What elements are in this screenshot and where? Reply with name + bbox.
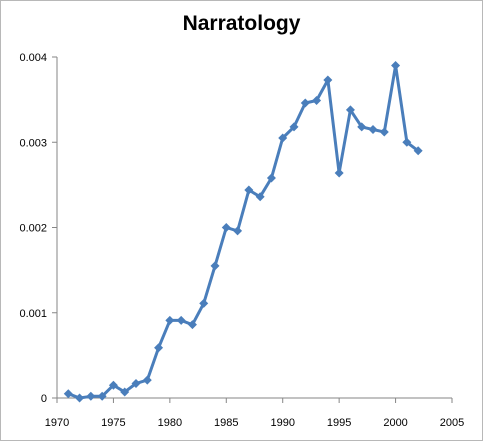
data-point-marker bbox=[368, 124, 378, 134]
x-tick-label: 2005 bbox=[440, 417, 464, 429]
x-tick-label: 2000 bbox=[383, 417, 407, 429]
data-point-marker bbox=[233, 226, 243, 236]
data-point-marker bbox=[221, 223, 231, 232]
x-tick-label: 1995 bbox=[327, 417, 351, 429]
data-point-marker bbox=[108, 380, 118, 390]
y-tick-label: 0.002 bbox=[19, 223, 47, 235]
data-point-marker bbox=[300, 98, 310, 108]
data-point-marker bbox=[323, 75, 333, 85]
data-point-marker bbox=[334, 168, 344, 178]
data-point-marker bbox=[75, 393, 85, 403]
data-point-marker bbox=[165, 315, 175, 325]
data-point-marker bbox=[63, 389, 73, 399]
chart-title: Narratology bbox=[182, 12, 301, 35]
data-point-marker bbox=[379, 127, 389, 137]
data-point-marker bbox=[142, 375, 152, 385]
data-point-marker bbox=[312, 95, 322, 105]
y-tick-label: 0.004 bbox=[19, 52, 47, 64]
data-point-marker bbox=[255, 192, 265, 202]
x-tick-label: 1970 bbox=[45, 417, 69, 429]
data-point-marker bbox=[289, 122, 299, 132]
y-tick-label: 0.001 bbox=[19, 308, 47, 320]
data-point-marker bbox=[244, 185, 254, 195]
data-point-marker bbox=[187, 320, 197, 330]
y-tick-label: 0.003 bbox=[19, 137, 47, 149]
data-point-marker bbox=[278, 133, 288, 143]
data-point-marker bbox=[391, 61, 401, 71]
data-point-marker bbox=[199, 298, 209, 308]
data-point-marker bbox=[210, 261, 220, 271]
x-tick-label: 1985 bbox=[214, 417, 238, 429]
x-tick-label: 1990 bbox=[270, 417, 294, 429]
data-point-marker bbox=[266, 173, 276, 183]
data-point-marker bbox=[176, 315, 186, 325]
data-point-marker bbox=[120, 387, 130, 397]
data-point-marker bbox=[413, 146, 423, 156]
data-point-marker bbox=[345, 105, 355, 115]
series-line bbox=[67, 64, 420, 400]
data-point-marker bbox=[154, 343, 164, 353]
y-tick-label: 0 bbox=[41, 393, 47, 405]
data-point-marker bbox=[357, 122, 367, 132]
data-point-marker bbox=[86, 391, 96, 401]
data-point-marker bbox=[97, 391, 107, 401]
data-point-marker bbox=[402, 137, 412, 147]
x-tick-label: 1980 bbox=[158, 417, 182, 429]
x-tick-label: 1975 bbox=[101, 417, 125, 429]
data-point-marker bbox=[131, 379, 141, 389]
